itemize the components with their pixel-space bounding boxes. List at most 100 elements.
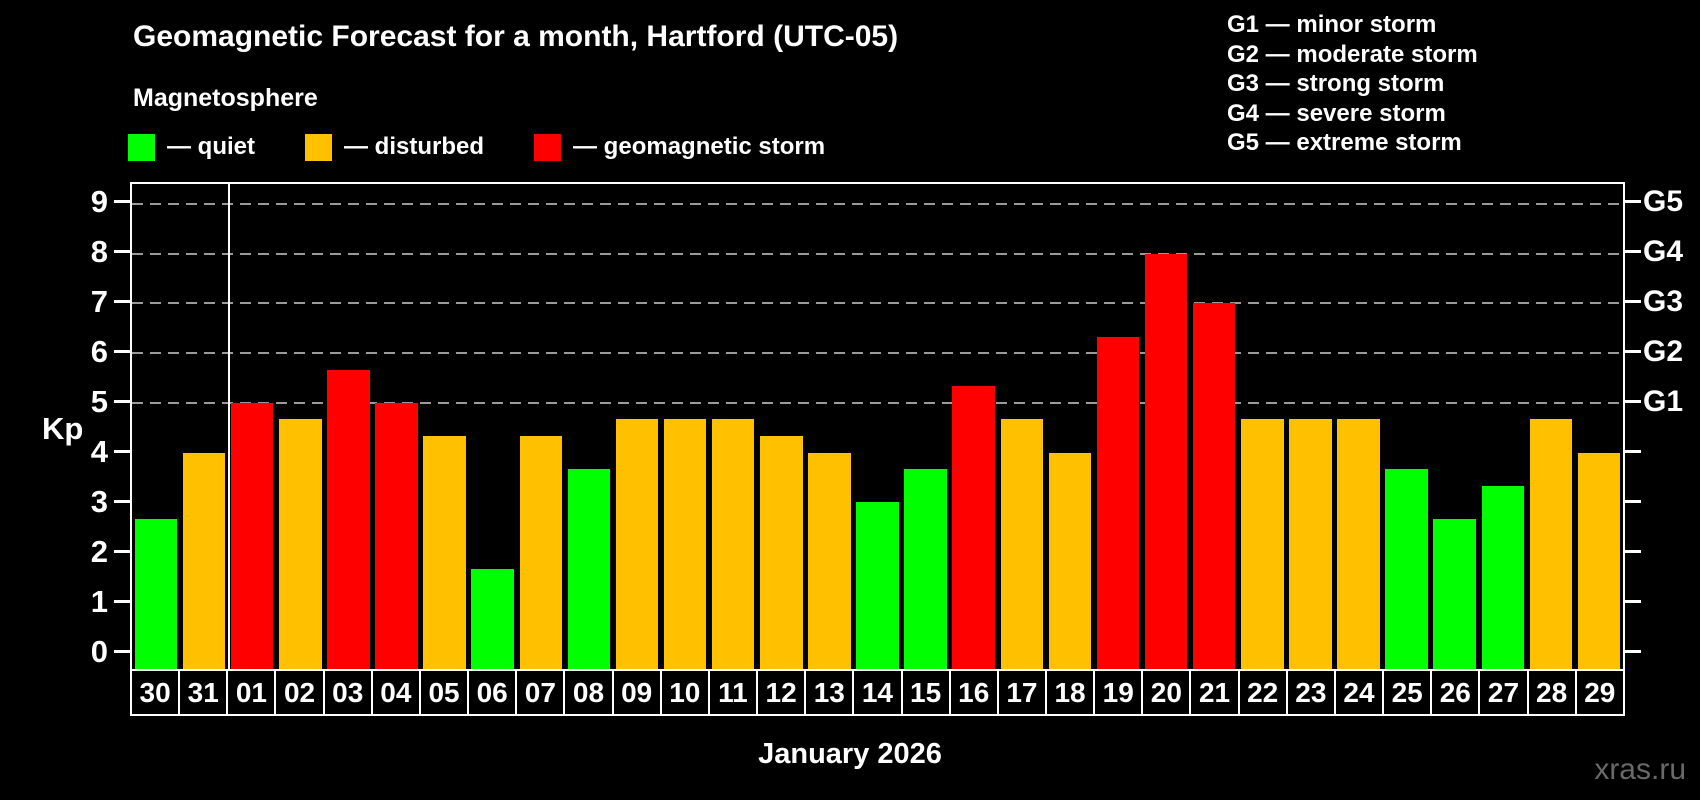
- right-tick-6: [1625, 350, 1641, 354]
- bar-day-14: [856, 502, 899, 669]
- day-label-08: 08: [563, 671, 611, 714]
- chart-title: Geomagnetic Forecast for a month, Hartfo…: [133, 20, 899, 53]
- chart-subtitle: Magnetosphere: [133, 84, 318, 112]
- bar-day-21: [1192, 303, 1236, 669]
- y-tick-2: [114, 550, 130, 554]
- day-label-02: 02: [274, 671, 322, 714]
- y-tick-label-0: 0: [90, 633, 108, 669]
- right-tick-3: [1625, 500, 1641, 504]
- legend-label-disturbed: — disturbed: [344, 133, 485, 160]
- y-tick-label-2: 2: [90, 533, 108, 569]
- legend-item-disturbed: — disturbed: [305, 133, 484, 161]
- x-axis-day-labels: 30 31 01 02 03 04 05 06 07 08 09 10 11 12 13 14 15 16 17 18…: [130, 669, 1625, 716]
- y-tick-8: [114, 250, 130, 254]
- y-tick-label-5: 5: [90, 383, 108, 419]
- bar-day-13: [808, 452, 851, 669]
- y-tick-label-3: 3: [90, 483, 108, 519]
- day-label-17: 17: [996, 671, 1045, 714]
- storm-swatch-icon: [534, 133, 562, 161]
- right-tick-2: [1625, 550, 1641, 554]
- right-tick-4: [1625, 450, 1641, 454]
- watermark: xras.ru: [1594, 753, 1686, 786]
- day-label-19: 19: [1093, 671, 1141, 714]
- bar-day-23: [1289, 419, 1332, 669]
- day-label-12: 12: [756, 671, 804, 714]
- y-tick-0: [114, 650, 130, 654]
- right-tick-0: [1625, 650, 1641, 654]
- day-label-14: 14: [852, 671, 900, 714]
- bar-day-05: [423, 436, 466, 669]
- right-tick-7: [1625, 300, 1641, 304]
- right-tick-9: [1625, 200, 1641, 204]
- gridline-kp-6: [132, 352, 1623, 355]
- day-label-24: 24: [1333, 671, 1382, 714]
- day-label-20: 20: [1141, 671, 1189, 714]
- y-tick-6: [114, 350, 130, 354]
- y-tick-label-7: 7: [90, 283, 108, 319]
- gridline-kp-8: [132, 252, 1623, 255]
- bar-day-27: [1481, 485, 1524, 669]
- bar-day-10: [663, 419, 707, 669]
- y-tick-label-4: 4: [90, 433, 108, 469]
- y-tick-4: [114, 450, 130, 454]
- bar-day-25: [1385, 469, 1428, 669]
- bar-day-18: [1048, 452, 1092, 669]
- right-tick-8: [1625, 250, 1641, 254]
- g-legend-line-g3: G3 — strong storm: [1227, 70, 1445, 98]
- bar-day-30: [134, 518, 178, 669]
- disturbed-swatch-icon: [305, 133, 332, 161]
- g-legend-line-g1: G1 — minor storm: [1227, 11, 1437, 38]
- bar-day-20: [1144, 253, 1188, 669]
- day-label-29: 29: [1574, 671, 1623, 714]
- month-boundary-line: [228, 184, 231, 669]
- legend-item-quiet: — quiet: [128, 133, 255, 161]
- y-tick-label-9: 9: [90, 183, 108, 219]
- day-label-27: 27: [1478, 671, 1526, 714]
- day-label-04: 04: [370, 671, 419, 714]
- plot-area: [130, 182, 1625, 669]
- day-label-01: 01: [226, 671, 274, 714]
- legend-item-storm: — geomagnetic storm: [534, 133, 825, 161]
- quiet-swatch-icon: [128, 133, 155, 161]
- day-label-06: 06: [467, 671, 515, 714]
- status-legend: — quiet — disturbed — geomagnetic storm: [128, 133, 825, 161]
- g-scale-label-g3: G3: [1643, 284, 1684, 318]
- gridline-kp-5: [132, 401, 1623, 404]
- g-scale-label-g2: G2: [1643, 334, 1684, 368]
- day-label-09: 09: [611, 671, 660, 714]
- g-legend-line-g4: G4 — severe storm: [1227, 99, 1446, 127]
- bar-day-06: [471, 568, 514, 669]
- legend-label-storm: — geomagnetic storm: [573, 133, 826, 160]
- y-axis-title: Kp: [42, 411, 84, 446]
- bar-day-31: [182, 452, 226, 669]
- y-axis-ticks: [114, 182, 130, 669]
- bar-day-04: [375, 402, 418, 669]
- bar-day-02: [279, 419, 322, 669]
- bar-day-28: [1529, 419, 1573, 669]
- gridline-kp-9: [132, 202, 1623, 205]
- bar-day-09: [615, 419, 659, 669]
- g-scale-label-g4: G4: [1643, 234, 1684, 268]
- day-label-03: 03: [322, 671, 371, 714]
- day-label-21: 21: [1189, 671, 1237, 714]
- legend-label-quiet: — quiet: [167, 133, 255, 160]
- bar-day-12: [760, 436, 803, 669]
- right-tick-5: [1625, 400, 1641, 404]
- bar-day-29: [1577, 452, 1621, 669]
- gridline-kp-7: [132, 302, 1623, 305]
- g-scale-axis-labels: G1 G2 G3 G4 G5: [1643, 182, 1700, 669]
- bar-day-17: [1000, 419, 1044, 669]
- right-axis-ticks: [1625, 182, 1641, 669]
- y-tick-label-1: 1: [90, 583, 108, 619]
- x-axis-title: January 2026: [758, 738, 942, 770]
- y-tick-label-6: 6: [90, 333, 108, 369]
- bar-day-16: [952, 386, 995, 669]
- day-label-16: 16: [948, 671, 997, 714]
- day-label-28: 28: [1526, 671, 1575, 714]
- y-axis-tick-labels: 0 1 2 3 4 5 6 7 8 9: [40, 182, 108, 669]
- bar-day-01: [230, 402, 274, 669]
- day-label-30: 30: [139, 676, 171, 708]
- day-label-22: 22: [1237, 671, 1286, 714]
- day-label-10: 10: [659, 671, 708, 714]
